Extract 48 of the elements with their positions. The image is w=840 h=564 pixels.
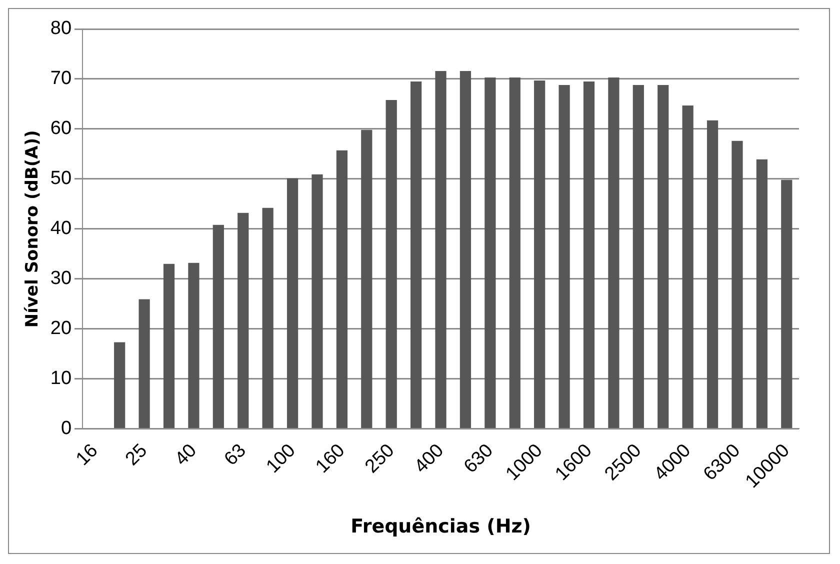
y-tick-label: 30 (50, 268, 72, 290)
bar (682, 105, 694, 428)
x-tick-label: 400 (410, 440, 448, 478)
bar (286, 178, 298, 428)
y-tick-label: 40 (50, 218, 72, 240)
y-tick-label: 60 (50, 118, 72, 140)
y-tick-label: 80 (50, 18, 72, 40)
bar (435, 70, 446, 428)
bar (732, 140, 743, 428)
bar (632, 84, 644, 428)
bar (312, 174, 323, 428)
y-tick-label: 0 (60, 418, 72, 439)
x-tick-label: 100 (262, 440, 300, 478)
bar (460, 70, 472, 428)
y-tick-label: 70 (50, 68, 72, 90)
bar (756, 159, 768, 428)
bar (163, 264, 175, 428)
bar (361, 130, 372, 428)
bar (238, 212, 249, 428)
bar (262, 208, 274, 428)
y-tick-label: 10 (50, 368, 72, 389)
x-tick-label: 63 (220, 440, 250, 470)
y-axis-title: Nível Sonoro (dB(A)) (22, 130, 43, 328)
y-tick-label: 50 (50, 168, 72, 190)
bar (781, 180, 792, 428)
bar (534, 80, 546, 428)
bar (509, 77, 520, 428)
x-axis-title: Frequências (Hz) (350, 516, 531, 538)
bar (706, 120, 718, 428)
bar (410, 81, 422, 428)
bar (608, 77, 620, 428)
bar (484, 77, 496, 428)
bar (558, 84, 570, 428)
bar (658, 84, 669, 428)
x-tick-label: 16 (72, 440, 102, 470)
bar (212, 224, 224, 428)
x-tick-label: 40 (171, 440, 201, 470)
bar (114, 342, 126, 428)
x-tick-label: 250 (361, 440, 399, 478)
bar (138, 299, 150, 428)
x-tick-label: 630 (460, 440, 498, 478)
y-tick-label: 20 (50, 318, 72, 340)
bar (188, 262, 200, 428)
bar (336, 150, 348, 428)
x-tick-label: 160 (312, 440, 350, 478)
bar (583, 81, 595, 428)
x-tick-label: 25 (122, 440, 152, 470)
bar (386, 100, 397, 428)
